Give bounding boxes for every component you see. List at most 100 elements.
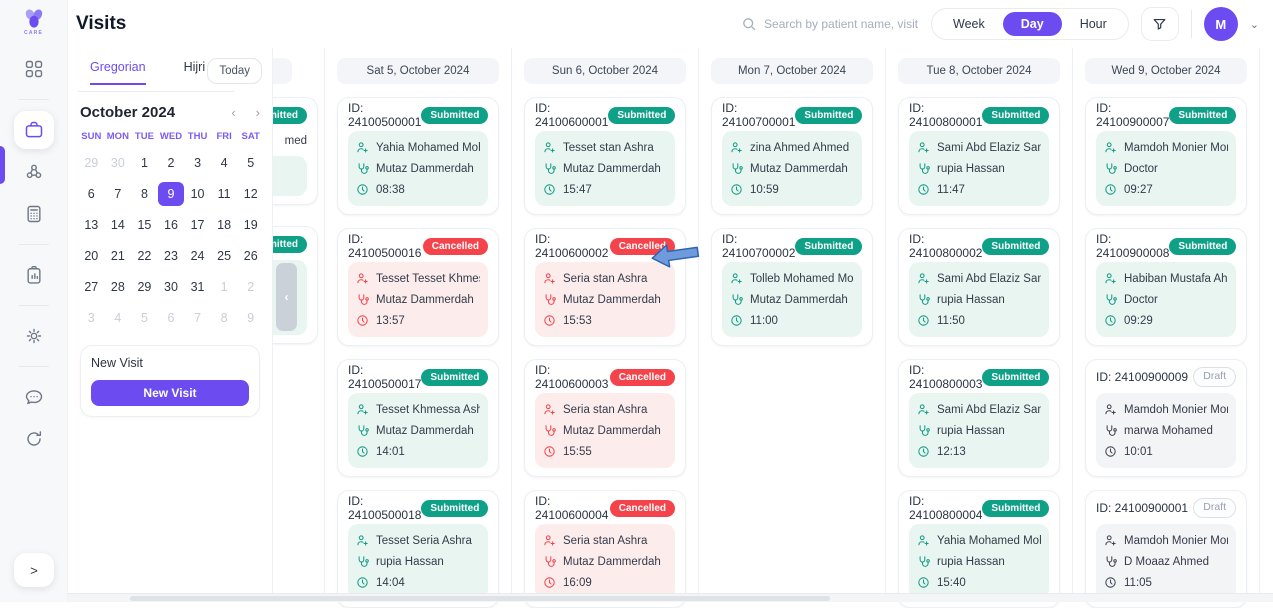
calendar-day[interactable]: 27 xyxy=(84,280,99,294)
visit-card[interactable]: ID: 24100500016 Cancelled Tesset Tesset Kh… xyxy=(337,228,499,346)
calendar-day[interactable]: 26 xyxy=(243,249,258,263)
visit-card[interactable]: ID: 24100900001 Draft Mamdoh Monier Monier… xyxy=(1085,490,1247,608)
sidebar-item-refresh[interactable] xyxy=(14,420,54,458)
visit-card[interactable]: ID: 24100500017 Submitted Tesset Khmessa A… xyxy=(337,359,499,477)
day-column: Wed 9, October 2024 ID: 24100900007 Submit… xyxy=(1073,48,1260,608)
sidebar-item-messages[interactable] xyxy=(14,378,54,416)
calendar-day[interactable]: 1 xyxy=(220,280,228,294)
sidebar-expand-button[interactable]: > xyxy=(14,553,54,587)
calendar-day[interactable]: 2 xyxy=(167,156,175,170)
calendar-day[interactable]: 4 xyxy=(220,156,228,170)
calendar-day[interactable]: 11 xyxy=(217,187,231,201)
view-toggle-hour[interactable]: Hour xyxy=(1062,12,1125,37)
visit-card[interactable]: ID: 24100900007 Submitted Mamdoh Monier Mo… xyxy=(1085,97,1247,215)
visit-details-box: Mamdoh Monier Monier marwa Mohamed 10:01 xyxy=(1096,393,1236,468)
visit-time: 11:50 xyxy=(937,314,965,327)
visit-patient: Tesset Tesset Khmessa ... xyxy=(376,272,480,285)
visit-card[interactable]: ID: 24100600002 Cancelled Seria stan Ashra… xyxy=(524,228,686,346)
prev-month-button[interactable]: ‹ xyxy=(231,105,236,120)
calendar-day[interactable]: 4 xyxy=(114,311,122,325)
calendar-day[interactable]: 15 xyxy=(137,218,152,232)
visit-card[interactable]: ID: 24100700002 Submitted Tolleb Mohamed M… xyxy=(711,228,873,346)
view-toggle-day[interactable]: Day xyxy=(1002,11,1062,37)
calendar-day[interactable]: 30 xyxy=(110,156,125,170)
calendar-day[interactable]: 6 xyxy=(167,311,175,325)
new-visit-button[interactable]: New Visit xyxy=(91,380,249,406)
filter-button[interactable] xyxy=(1140,7,1179,41)
visit-card[interactable]: ID: 24100800004 Submitted Yahia Mohamed Mo… xyxy=(898,490,1060,608)
calendar-collapse-handle[interactable]: ‹ xyxy=(276,263,297,331)
calendar-day-selected[interactable]: 9 xyxy=(157,182,185,206)
calendar-day[interactable]: 14 xyxy=(110,218,125,232)
calendar-day[interactable]: 5 xyxy=(247,156,255,170)
today-button[interactable]: Today xyxy=(207,58,262,84)
chevron-down-icon[interactable]: ⌄ xyxy=(1249,18,1259,31)
visit-card[interactable]: ID: 24100700001 Submitted zina Ahmed Ahmed… xyxy=(711,97,873,215)
calendar-day[interactable]: 1 xyxy=(140,156,148,170)
avatar[interactable]: M xyxy=(1203,7,1238,41)
calendar-day[interactable]: 17 xyxy=(190,218,205,232)
sidebar-item-visits[interactable] xyxy=(13,111,54,149)
sidebar-item-reports[interactable] xyxy=(14,256,54,294)
calendar-day[interactable]: 29 xyxy=(137,280,152,294)
calendar-day[interactable]: 10 xyxy=(190,187,205,201)
calendar-day[interactable]: 20 xyxy=(84,249,99,263)
calendar-day[interactable]: 12 xyxy=(243,187,258,201)
visit-card[interactable]: ID: 24100900009 Draft Mamdoh Monier Monier… xyxy=(1085,359,1247,477)
search-input[interactable] xyxy=(764,17,920,31)
sidebar-item-community[interactable] xyxy=(14,153,54,191)
calendar-day[interactable]: 8 xyxy=(140,187,148,201)
visit-card[interactable]: ID: 24100500001 Submitted Yahia Mohamed Mo… xyxy=(337,97,499,215)
visit-card[interactable]: ID: 24100800001 Submitted Sami Abd Elaziz … xyxy=(898,97,1060,215)
calendar-day[interactable]: 29 xyxy=(84,156,99,170)
calendar-day[interactable]: 7 xyxy=(194,311,202,325)
tab-gregorian[interactable]: Gregorian xyxy=(90,60,146,85)
visit-card[interactable]: ID: 24100600001 Submitted Tesset stan Ashr… xyxy=(524,97,686,215)
calendar-day[interactable]: 30 xyxy=(164,280,178,294)
stethoscope-icon xyxy=(730,162,743,175)
calendar-day[interactable]: 21 xyxy=(110,249,125,263)
visit-card[interactable]: ID: 24100500018 Submitted Tesset Seria Ash… xyxy=(337,490,499,608)
calendar-day[interactable]: 3 xyxy=(194,156,202,170)
calendar-day[interactable]: 16 xyxy=(164,218,178,232)
sidebar-item-dashboard[interactable] xyxy=(14,50,54,88)
calendar-day[interactable]: 18 xyxy=(217,218,232,232)
calendar-day[interactable]: 6 xyxy=(87,187,95,201)
calendar-day[interactable]: 19 xyxy=(243,218,258,232)
next-month-button[interactable]: › xyxy=(255,105,260,120)
search-bar[interactable] xyxy=(741,16,920,32)
sidebar-item-billing[interactable] xyxy=(14,195,54,233)
calendar-day[interactable]: 7 xyxy=(114,187,122,201)
visit-time: 11:05 xyxy=(1124,576,1152,589)
visit-patient-row: Yahia Mohamed Mohamed xyxy=(917,530,1041,551)
calendar-day[interactable]: 28 xyxy=(110,280,125,294)
visit-patient-row: Tesset stan Ashra xyxy=(543,137,667,158)
visit-doctor: marwa Mohamed xyxy=(1124,424,1213,437)
calendar-day[interactable]: 31 xyxy=(190,280,205,294)
calendar-day[interactable]: 8 xyxy=(220,311,228,325)
calendar-day[interactable]: 2 xyxy=(247,280,255,294)
sidebar-item-settings[interactable] xyxy=(14,317,54,355)
scrollbar-thumb[interactable] xyxy=(130,596,830,601)
patient-add-icon xyxy=(543,141,556,154)
calendar-day[interactable]: 23 xyxy=(164,249,178,263)
tab-hijri[interactable]: Hijri xyxy=(183,60,206,74)
calendar-day[interactable]: 13 xyxy=(84,218,99,232)
calendar-day[interactable]: 25 xyxy=(217,249,232,263)
calendar-day[interactable]: 24 xyxy=(190,249,205,263)
calendar-day[interactable]: 3 xyxy=(87,311,95,325)
visit-card[interactable]: ID: 24100600004 Cancelled Seria stan Ashra… xyxy=(524,490,686,608)
status-badge: Submitted xyxy=(1169,237,1237,255)
view-toggle-week[interactable]: Week xyxy=(935,12,1003,37)
calendar-day[interactable]: 9 xyxy=(247,311,255,325)
visit-card[interactable]: ID: 24100800002 Submitted Sami Abd Elaziz … xyxy=(898,228,1060,346)
pointer-arrow-annotation xyxy=(651,244,700,268)
visit-card[interactable]: ID: 24100800003 Submitted Sami Abd Elaziz … xyxy=(898,359,1060,477)
patient-add-icon xyxy=(356,272,369,285)
calendar-day[interactable]: 5 xyxy=(140,311,148,325)
visit-card[interactable]: ID: 24100600003 Cancelled Seria stan Ashra… xyxy=(524,359,686,477)
visit-id: ID: 24100500017 xyxy=(348,363,422,391)
calendar-day[interactable]: 22 xyxy=(137,249,152,263)
visit-card[interactable]: ID: 24100900008 Submitted Habiban Mustafa … xyxy=(1085,228,1247,346)
clock-icon xyxy=(356,445,369,458)
